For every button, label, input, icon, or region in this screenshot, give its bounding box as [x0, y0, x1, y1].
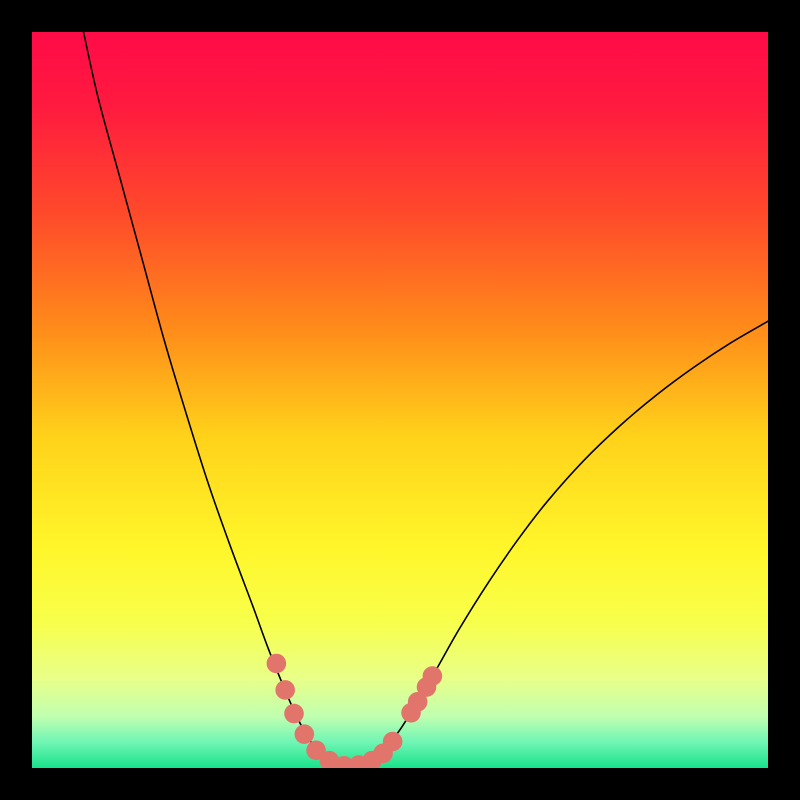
- plot-background: [32, 32, 768, 768]
- highlight-marker: [284, 704, 304, 724]
- highlight-marker: [295, 724, 315, 744]
- highlight-marker: [423, 666, 443, 686]
- chart-container: TheBottleneck.com: [0, 0, 800, 800]
- highlight-marker: [275, 680, 295, 700]
- bottleneck-chart: [0, 0, 800, 800]
- highlight-marker: [267, 654, 287, 674]
- highlight-marker: [383, 732, 403, 752]
